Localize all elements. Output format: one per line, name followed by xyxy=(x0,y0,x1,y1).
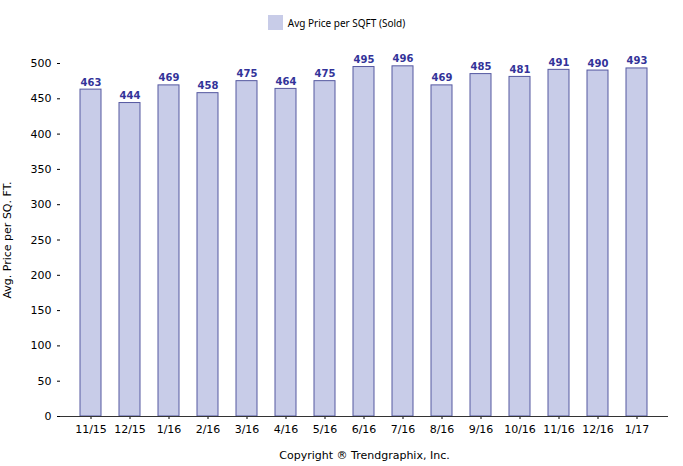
svg-text:496: 496 xyxy=(393,53,414,64)
svg-text:150: 150 xyxy=(31,304,52,317)
svg-text:475: 475 xyxy=(237,68,258,79)
svg-text:495: 495 xyxy=(354,54,375,65)
svg-text:490: 490 xyxy=(588,58,609,69)
svg-text:11/15: 11/15 xyxy=(75,423,107,436)
svg-text:350: 350 xyxy=(31,163,52,176)
svg-text:1/17: 1/17 xyxy=(625,423,650,436)
svg-text:8/16: 8/16 xyxy=(430,423,455,436)
svg-text:491: 491 xyxy=(549,57,570,68)
svg-text:11/16: 11/16 xyxy=(543,423,575,436)
svg-text:100: 100 xyxy=(31,339,52,352)
svg-text:475: 475 xyxy=(315,68,336,79)
svg-text:485: 485 xyxy=(471,61,492,72)
svg-text:500: 500 xyxy=(31,57,52,70)
svg-text:250: 250 xyxy=(31,234,52,247)
svg-text:469: 469 xyxy=(432,72,453,83)
svg-text:2/16: 2/16 xyxy=(196,423,221,436)
svg-text:50: 50 xyxy=(38,375,52,388)
svg-text:7/16: 7/16 xyxy=(391,423,416,436)
svg-text:300: 300 xyxy=(31,198,52,211)
svg-text:3/16: 3/16 xyxy=(235,423,260,436)
svg-text:10/16: 10/16 xyxy=(504,423,536,436)
svg-text:9/16: 9/16 xyxy=(469,423,494,436)
svg-text:400: 400 xyxy=(31,128,52,141)
svg-text:Copyright ® Trendgraphix, Inc.: Copyright ® Trendgraphix, Inc. xyxy=(279,449,449,462)
svg-text:0: 0 xyxy=(45,410,52,423)
svg-text:481: 481 xyxy=(510,64,531,75)
html-text:Avg Price per SQFT (Sold): Avg Price per SQFT (Sold) xyxy=(287,15,406,30)
svg-text:450: 450 xyxy=(31,92,52,105)
svg-text:1/16: 1/16 xyxy=(157,423,182,436)
svg-text:493: 493 xyxy=(627,55,648,66)
svg-text:464: 464 xyxy=(276,76,297,87)
svg-text:200: 200 xyxy=(31,269,52,282)
svg-text:444: 444 xyxy=(120,90,141,101)
svg-text:463: 463 xyxy=(81,77,102,88)
svg-text:Avg. Price per SQ. FT.: Avg. Price per SQ. FT. xyxy=(1,181,14,298)
svg-text:6/16: 6/16 xyxy=(352,423,377,436)
svg-text:12/15: 12/15 xyxy=(114,423,146,436)
svg-text:4/16: 4/16 xyxy=(274,423,299,436)
svg-text:469: 469 xyxy=(159,72,180,83)
svg-text:12/16: 12/16 xyxy=(582,423,614,436)
svg-text:5/16: 5/16 xyxy=(313,423,338,436)
svg-text:458: 458 xyxy=(198,80,219,91)
